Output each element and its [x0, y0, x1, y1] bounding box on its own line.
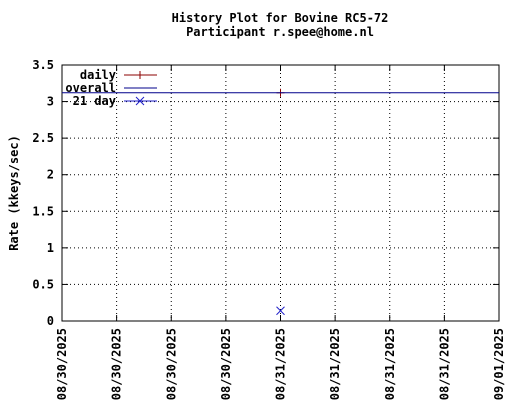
y-tick-label: 2.5	[32, 131, 54, 145]
legend-label: daily	[80, 68, 116, 82]
x-tick-label: 08/30/2025	[110, 328, 124, 400]
y-tick-label: 0	[47, 314, 54, 328]
legend-marker	[135, 96, 145, 106]
y-tick-label: 3.5	[32, 58, 54, 72]
marker-stroke	[135, 96, 145, 106]
x-tick-label: 08/30/2025	[219, 328, 233, 400]
x-tick-label: 08/31/2025	[437, 328, 451, 400]
y-tick-label: 3	[47, 95, 54, 109]
y-tick-label: 1	[47, 241, 54, 255]
y-tick-label: 2	[47, 168, 54, 182]
legend-label: 21 day	[73, 94, 116, 108]
x-tick-label: 08/30/2025	[164, 328, 178, 400]
legend-label: overall	[65, 81, 116, 95]
legend-marker	[136, 71, 144, 79]
y-tick-label: 0.5	[32, 277, 54, 291]
y-tick-label: 1.5	[32, 204, 54, 218]
y-axis-label: Rate (kkeys/sec)	[7, 135, 21, 251]
x-tick-label: 08/31/2025	[383, 328, 397, 400]
x-tick-label: 08/31/2025	[274, 328, 288, 400]
x-tick-label: 08/31/2025	[328, 328, 342, 400]
data-point	[276, 306, 285, 316]
marker-stroke	[276, 306, 285, 316]
chart-subtitle: Participant r.spee@home.nl	[186, 25, 374, 39]
plot-frame	[61, 64, 500, 322]
x-tick-label: 09/01/2025	[492, 328, 506, 400]
chart-title: History Plot for Bovine RC5-72	[172, 11, 389, 25]
x-tick-label: 08/30/2025	[55, 328, 69, 400]
